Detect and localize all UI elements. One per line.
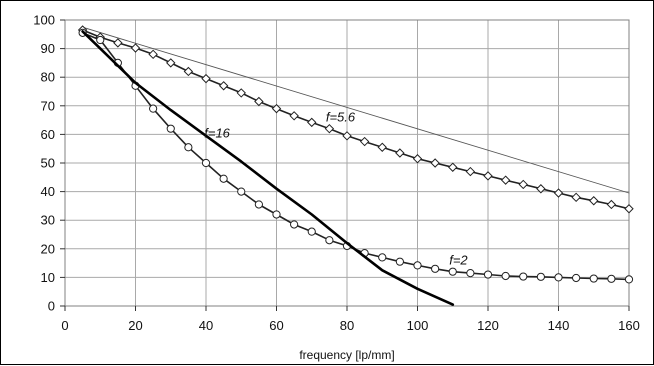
data-point-diamond [324, 123, 335, 134]
data-point-circle [272, 210, 281, 219]
data-point-circle [624, 275, 634, 284]
data-point-diamond [553, 188, 564, 198]
data-point-circle [466, 269, 475, 278]
data-point-circle [166, 124, 175, 133]
data-point-diamond [430, 158, 440, 168]
series-reference [82, 26, 630, 194]
data-point-diamond [377, 142, 387, 152]
data-point-diamond [395, 148, 405, 158]
series-f-16 [81, 30, 455, 306]
x-tick-label: 140 [548, 318, 570, 333]
y-tick-label: 60 [41, 127, 55, 142]
data-point-circle [184, 143, 193, 152]
data-point-circle [237, 187, 246, 196]
x-tick-label: 160 [618, 318, 640, 333]
x-tick-label: 120 [477, 318, 499, 333]
series-line [81, 30, 455, 306]
data-point-circle [325, 236, 334, 245]
x-axis-title: frequency [lp/mm] [299, 348, 394, 362]
data-point-circle [378, 253, 387, 262]
x-tick-label: 20 [128, 318, 142, 333]
data-point-diamond [500, 175, 511, 185]
data-point-circle [201, 158, 211, 168]
y-tick-label: 90 [41, 41, 55, 56]
data-point-diamond [130, 43, 141, 53]
data-point-diamond [236, 88, 246, 98]
data-point-diamond [307, 117, 317, 128]
data-point-diamond [271, 103, 282, 114]
data-point-diamond [483, 171, 493, 181]
data-point-circle [536, 272, 545, 281]
x-tick-label: 100 [407, 318, 429, 333]
data-point-circle [96, 35, 105, 45]
data-point-circle [501, 271, 510, 281]
data-point-diamond [254, 96, 264, 107]
y-tick-label: 30 [41, 213, 55, 228]
y-tick-label: 70 [41, 98, 55, 113]
data-point-diamond [218, 81, 229, 91]
series-f-5-6 [77, 25, 634, 214]
series-annotation: f=5.6 [326, 110, 356, 125]
data-point-diamond [342, 131, 352, 141]
data-point-diamond [571, 192, 581, 203]
series-annotation: f=16 [204, 125, 230, 140]
data-point-diamond [113, 38, 123, 48]
y-tick-label: 10 [41, 270, 55, 285]
y-tick-label: 0 [48, 299, 55, 314]
data-point-circle [431, 264, 440, 273]
data-point-diamond [289, 111, 299, 121]
x-tick-label: 40 [199, 318, 213, 333]
data-point-diamond [412, 154, 423, 164]
data-point-diamond [624, 204, 634, 214]
data-point-circle [149, 104, 158, 113]
data-point-circle [607, 274, 616, 283]
data-point-diamond [448, 162, 458, 172]
x-tick-label: 60 [269, 318, 283, 333]
series-annotation: f=2 [449, 253, 468, 268]
y-tick-label: 80 [41, 70, 55, 85]
data-point-circle [290, 220, 299, 229]
data-point-diamond [518, 179, 528, 190]
data-point-circle [554, 273, 563, 282]
data-point-circle [589, 274, 598, 283]
y-tick-label: 20 [41, 241, 55, 256]
data-point-diamond [606, 199, 617, 210]
y-tick-label: 50 [41, 156, 55, 171]
data-point-circle [448, 267, 457, 276]
data-point-circle [519, 272, 528, 281]
y-tick-label: 100 [33, 13, 55, 28]
data-point-circle [307, 227, 316, 236]
x-tick-label: 0 [61, 318, 68, 333]
data-point-circle [219, 174, 228, 183]
axis-ticks: 0 10 20 30 40 50 60 70 80 90 100 0 20 40 60 80 100 120 140… [33, 13, 640, 334]
data-point-circle [572, 273, 581, 283]
series-line [82, 26, 630, 194]
data-point-diamond [201, 73, 211, 84]
data-point-diamond [465, 166, 476, 177]
data-point-circle [254, 200, 263, 209]
data-point-circle [413, 261, 422, 270]
data-point-diamond [589, 196, 599, 206]
data-point-diamond [183, 66, 194, 77]
data-point-circle [395, 257, 404, 266]
data-point-diamond [166, 58, 176, 68]
data-point-diamond [359, 136, 370, 147]
x-tick-label: 80 [340, 318, 354, 333]
y-tick-label: 40 [41, 184, 55, 199]
data-point-diamond [148, 49, 158, 60]
data-point-circle [483, 270, 493, 279]
data-point-diamond [536, 184, 546, 194]
